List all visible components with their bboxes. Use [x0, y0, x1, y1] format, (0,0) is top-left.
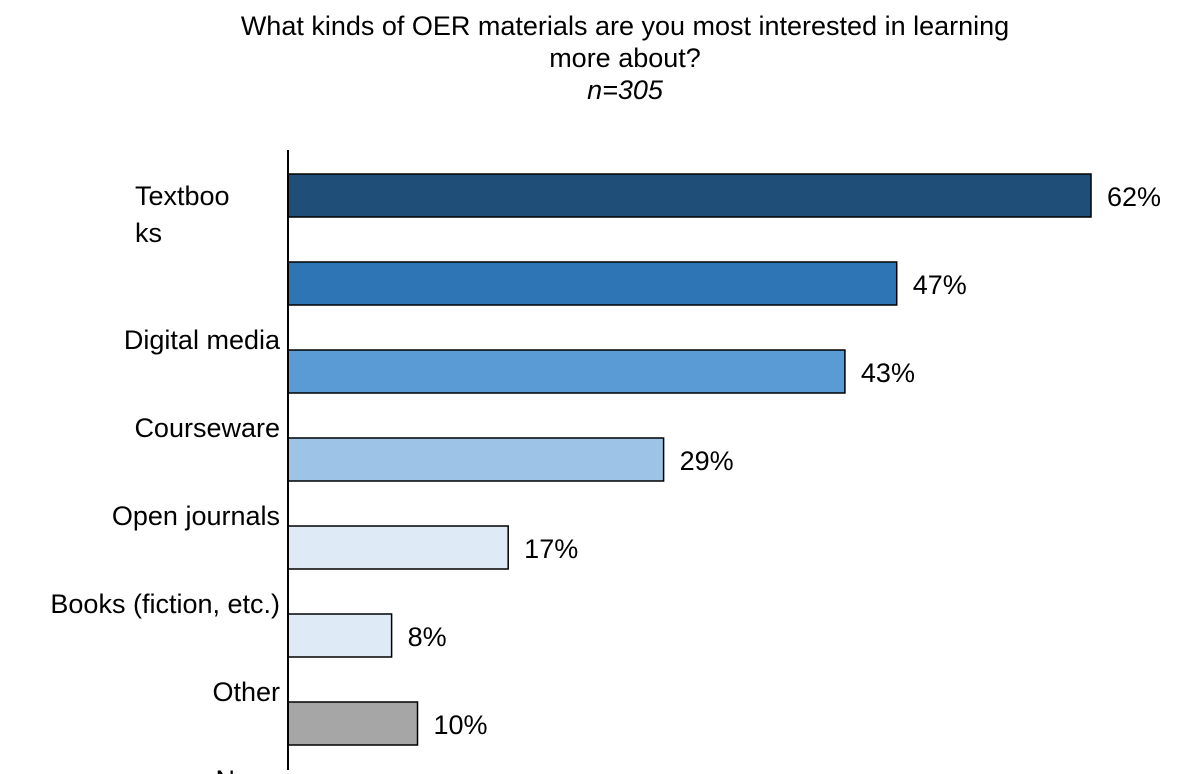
data-label-0: 62%: [1107, 182, 1161, 212]
chart-title-line-2: more about?: [549, 43, 701, 73]
category-label-4: Books (fiction, etc.): [50, 589, 280, 619]
category-label-3: Open journals: [112, 501, 280, 531]
data-label-4: 17%: [524, 534, 578, 564]
data-label-1: 47%: [913, 270, 967, 300]
category-label-0-line-0: Textboo: [135, 181, 230, 211]
bar-3: [287, 437, 665, 482]
category-label-1: Digital media: [124, 325, 281, 355]
category-label-5: Other: [212, 677, 280, 707]
chart-subtitle: n=305: [587, 75, 663, 105]
bar-2: [287, 349, 846, 394]
bar-4: [287, 525, 509, 570]
chart-title: What kinds of OER materials are you most…: [0, 10, 1177, 106]
category-label-2: Courseware: [134, 413, 280, 443]
data-label-2: 43%: [861, 358, 915, 388]
data-label-5: 8%: [408, 622, 447, 652]
data-label-3: 29%: [680, 446, 734, 476]
bar-5: [287, 613, 393, 658]
bar-6: [287, 701, 419, 746]
chart-title-line-1: What kinds of OER materials are you most…: [240, 11, 1010, 41]
data-label-6: 10%: [434, 710, 488, 740]
bar-0: [287, 173, 1092, 218]
bars-layer: 62% Textboo ks 47% Digital media 43% Coursewar…: [50, 173, 1161, 774]
category-label-0-line-1: ks: [135, 218, 162, 248]
bar-1: [287, 261, 898, 306]
category-label-6: None: [215, 765, 280, 774]
